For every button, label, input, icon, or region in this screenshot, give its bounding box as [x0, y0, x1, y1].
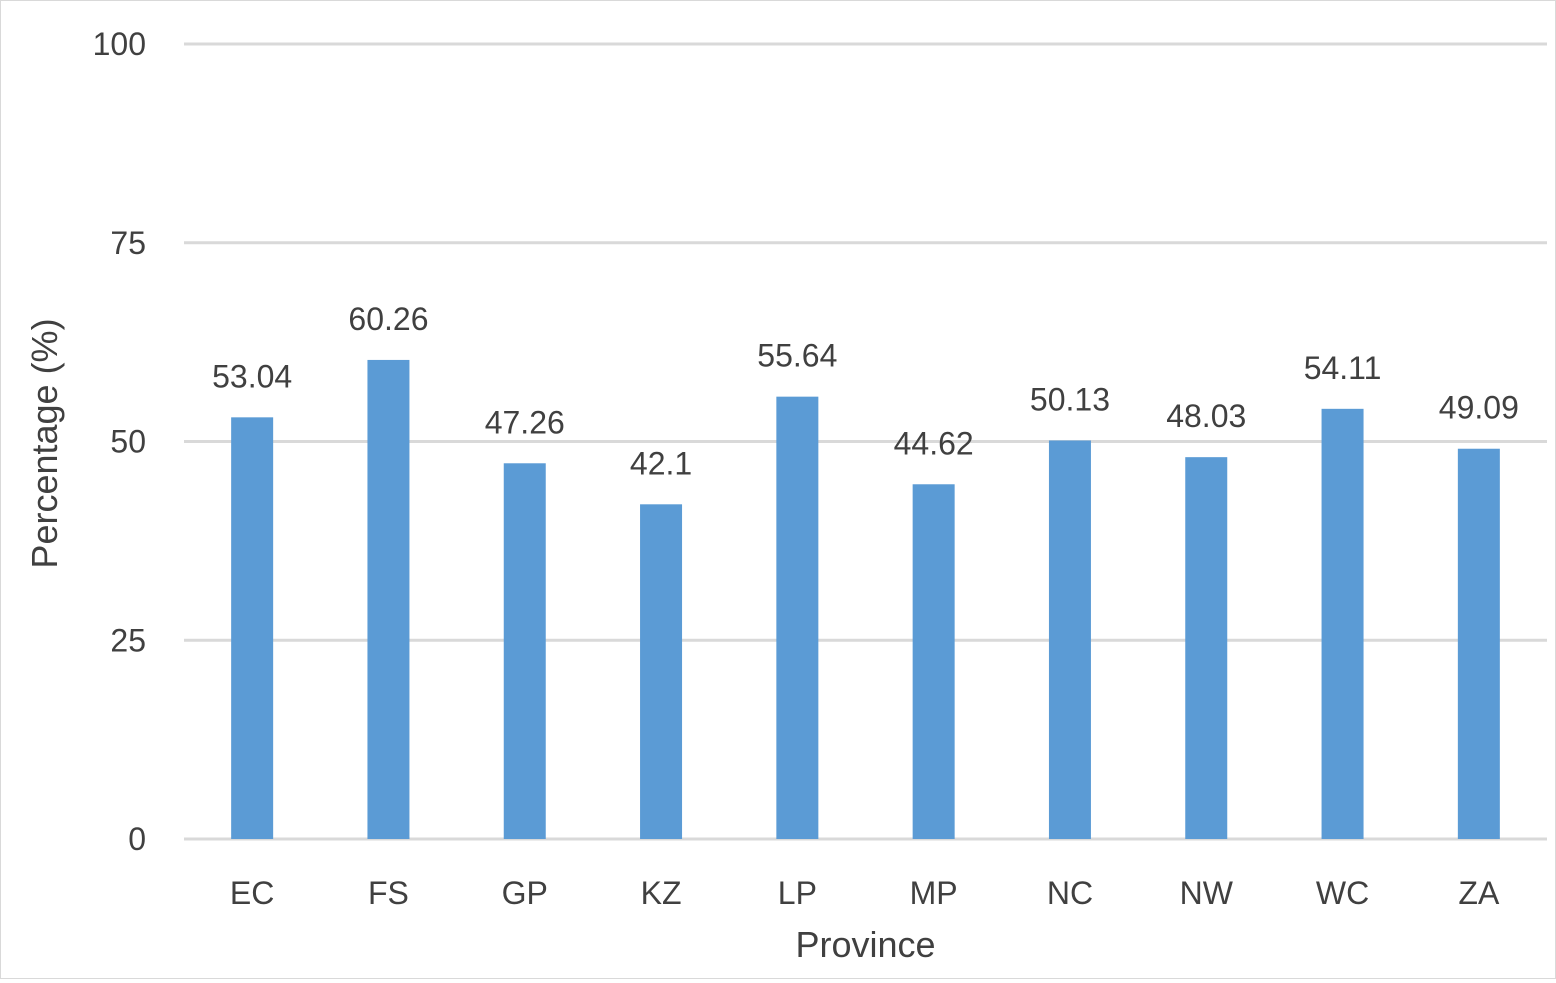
- bar-fs: [367, 359, 410, 839]
- x-tick-label-za: ZA: [1458, 875, 1500, 911]
- y-axis-title: Percentage (%): [24, 318, 65, 568]
- bar-nc: [1048, 440, 1091, 839]
- y-tick-label: 0: [128, 821, 146, 857]
- y-tick-label: 75: [110, 225, 146, 261]
- x-tick-label-ec: EC: [230, 875, 274, 911]
- data-label-nw: 48.03: [1166, 398, 1246, 434]
- x-axis-ticks: EC FS GP KZ LP MP NC NW WC ZA: [230, 875, 1500, 911]
- bars: [231, 359, 1500, 839]
- data-label-nc: 50.13: [1030, 381, 1110, 417]
- bar-gp: [503, 463, 546, 839]
- x-axis-title: Province: [795, 924, 935, 965]
- y-axis-ticks: 0 25 50 75 100: [93, 26, 146, 857]
- x-tick-label-lp: LP: [778, 875, 817, 911]
- y-tick-label: 100: [93, 26, 146, 62]
- data-label-kz: 42.1: [630, 445, 692, 481]
- bar-lp: [776, 396, 819, 839]
- x-tick-label-kz: KZ: [641, 875, 682, 911]
- data-label-gp: 47.26: [485, 404, 565, 440]
- data-label-wc: 54.11: [1304, 350, 1382, 386]
- bar-za: [1457, 448, 1500, 839]
- data-label-mp: 44.62: [894, 425, 974, 461]
- x-tick-label-wc: WC: [1316, 875, 1369, 911]
- data-label-za: 49.09: [1439, 390, 1519, 426]
- y-tick-label: 50: [110, 424, 146, 460]
- data-label-ec: 53.04: [212, 358, 292, 394]
- bar-kz: [640, 504, 683, 839]
- bar-mp: [912, 484, 955, 839]
- x-tick-label-gp: GP: [502, 875, 548, 911]
- gridlines: [184, 42, 1547, 841]
- data-label-fs: 60.26: [348, 301, 428, 337]
- data-label-lp: 55.64: [757, 338, 837, 374]
- x-tick-label-mp: MP: [910, 875, 958, 911]
- bar-nw: [1185, 457, 1228, 839]
- bar-wc: [1321, 408, 1364, 839]
- data-labels: 53.04 60.26 47.26 42.1 55.64 44.62 50.13 48.03 5…: [212, 301, 1519, 481]
- x-tick-label-fs: FS: [368, 875, 409, 911]
- x-tick-label-nw: NW: [1180, 875, 1234, 911]
- y-tick-label: 25: [110, 622, 146, 658]
- bar-ec: [231, 417, 274, 839]
- x-tick-label-nc: NC: [1047, 875, 1093, 911]
